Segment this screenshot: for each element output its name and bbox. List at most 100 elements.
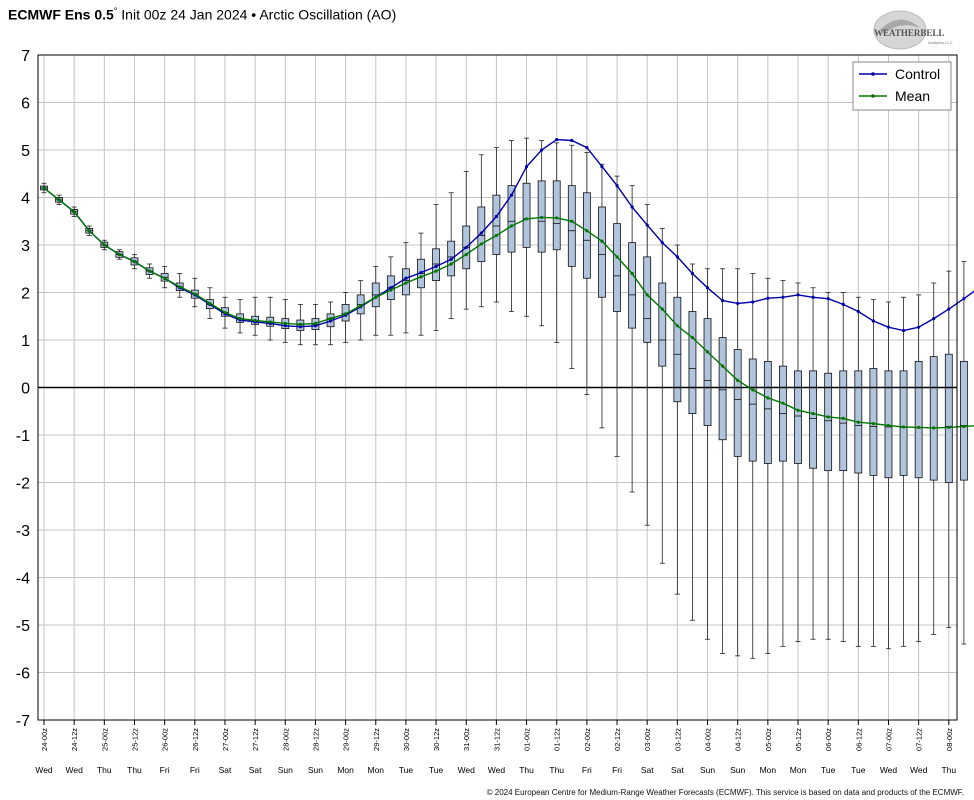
legend-label: Control bbox=[895, 66, 940, 82]
mean-point bbox=[283, 321, 287, 325]
x-tick-label: 03-00z bbox=[643, 728, 652, 751]
x-tick-label: 30-00z bbox=[402, 728, 411, 751]
mean-point bbox=[781, 401, 785, 405]
mean-point bbox=[404, 281, 408, 285]
x-day-label: Sat bbox=[671, 765, 684, 775]
legend-label: Mean bbox=[895, 88, 930, 104]
mean-point bbox=[645, 293, 649, 297]
mean-point bbox=[871, 422, 876, 426]
model-name: ECMWF Ens 0.5 bbox=[8, 6, 114, 23]
mean-point bbox=[344, 312, 348, 316]
mean-point bbox=[449, 262, 453, 266]
mean-point bbox=[690, 336, 695, 340]
mean-point bbox=[841, 416, 845, 420]
control-point bbox=[947, 307, 951, 311]
mean-point bbox=[223, 310, 227, 315]
y-tick-label: -4 bbox=[16, 571, 30, 588]
y-tick-label: 2 bbox=[21, 286, 30, 303]
mean-point bbox=[751, 388, 755, 392]
control-point bbox=[705, 286, 710, 290]
mean-point bbox=[328, 317, 333, 321]
logo-swirl bbox=[873, 10, 927, 50]
x-day-label: Wed bbox=[458, 765, 476, 775]
x-tick-label: 01-12z bbox=[553, 728, 562, 751]
ensemble-box bbox=[763, 360, 772, 464]
x-day-label: Thu bbox=[941, 765, 956, 775]
x-tick-label: 27-12z bbox=[251, 728, 260, 751]
y-tick-label: 1 bbox=[21, 333, 30, 350]
ensemble-box bbox=[718, 337, 727, 441]
mean-point bbox=[856, 420, 860, 424]
control-point bbox=[419, 270, 423, 275]
mean-point bbox=[675, 324, 679, 328]
x-tick-label: 26-00z bbox=[161, 728, 170, 751]
mean-point bbox=[600, 239, 604, 243]
mean-point bbox=[208, 301, 212, 306]
x-tick-label: 05-12z bbox=[794, 728, 803, 751]
control-point bbox=[298, 325, 302, 329]
ensemble-box bbox=[522, 182, 531, 248]
y-tick-label: -2 bbox=[16, 476, 30, 493]
legend-swatch-marker bbox=[871, 94, 875, 98]
x-day-label: Thu bbox=[519, 765, 534, 775]
y-tick-label: -7 bbox=[16, 713, 30, 730]
mean-point bbox=[268, 320, 272, 324]
ensemble-box bbox=[688, 311, 697, 415]
mean-point bbox=[359, 304, 363, 308]
mean-point bbox=[962, 424, 966, 429]
mean-point bbox=[886, 423, 891, 428]
x-day-label: Tue bbox=[399, 765, 414, 775]
x-tick-label: 29-12z bbox=[372, 728, 381, 751]
control-point bbox=[283, 324, 287, 328]
mean-point bbox=[389, 288, 393, 292]
mean-point bbox=[434, 269, 438, 273]
x-day-label: Wed bbox=[488, 765, 506, 775]
mean-point bbox=[298, 322, 302, 326]
mean-point bbox=[524, 217, 529, 221]
x-tick-label: 07-00z bbox=[884, 728, 893, 751]
control-point bbox=[901, 328, 906, 333]
ensemble-box bbox=[748, 358, 757, 462]
mean-point bbox=[193, 292, 197, 296]
control-point bbox=[886, 325, 891, 329]
ensemble-box bbox=[552, 180, 561, 251]
mean-point bbox=[147, 269, 152, 273]
control-point bbox=[841, 302, 845, 306]
control-point bbox=[389, 286, 393, 290]
ensemble-box bbox=[598, 206, 606, 298]
x-tick-label: 05-00z bbox=[764, 728, 773, 751]
mean-point bbox=[540, 215, 544, 220]
ensemble-box bbox=[899, 370, 908, 476]
y-tick-label: 0 bbox=[21, 381, 30, 398]
mean-point bbox=[253, 318, 257, 323]
mean-point bbox=[766, 396, 770, 400]
control-point bbox=[796, 293, 800, 297]
x-day-label: Fri bbox=[190, 765, 200, 775]
copyright-footer: © 2024 European Centre for Medium-Range … bbox=[486, 788, 964, 797]
mean-point bbox=[117, 252, 121, 257]
ensemble-box bbox=[929, 356, 938, 481]
control-point bbox=[675, 255, 679, 259]
y-tick-label: 3 bbox=[21, 238, 30, 255]
ensemble-box bbox=[824, 372, 833, 472]
mean-point bbox=[479, 242, 483, 246]
control-point bbox=[856, 309, 860, 314]
x-day-label: Sat bbox=[641, 765, 654, 775]
x-day-label: Mon bbox=[367, 765, 384, 775]
ensemble-box bbox=[507, 185, 516, 253]
control-point bbox=[540, 148, 544, 152]
mean-point bbox=[615, 255, 619, 259]
ensemble-box bbox=[944, 353, 953, 483]
mean-point bbox=[163, 276, 167, 280]
mean-point bbox=[555, 216, 559, 220]
x-tick-label: 28-12z bbox=[311, 728, 320, 751]
x-tick-label: 27-00z bbox=[221, 728, 230, 751]
y-tick-label: -6 bbox=[16, 666, 30, 683]
control-point bbox=[917, 325, 921, 329]
mean-point bbox=[705, 350, 710, 354]
control-point bbox=[811, 295, 815, 299]
mean-point bbox=[721, 364, 725, 368]
title-bullet: • bbox=[251, 6, 257, 23]
x-tick-label: 06-12z bbox=[854, 728, 863, 751]
control-point bbox=[434, 264, 438, 268]
